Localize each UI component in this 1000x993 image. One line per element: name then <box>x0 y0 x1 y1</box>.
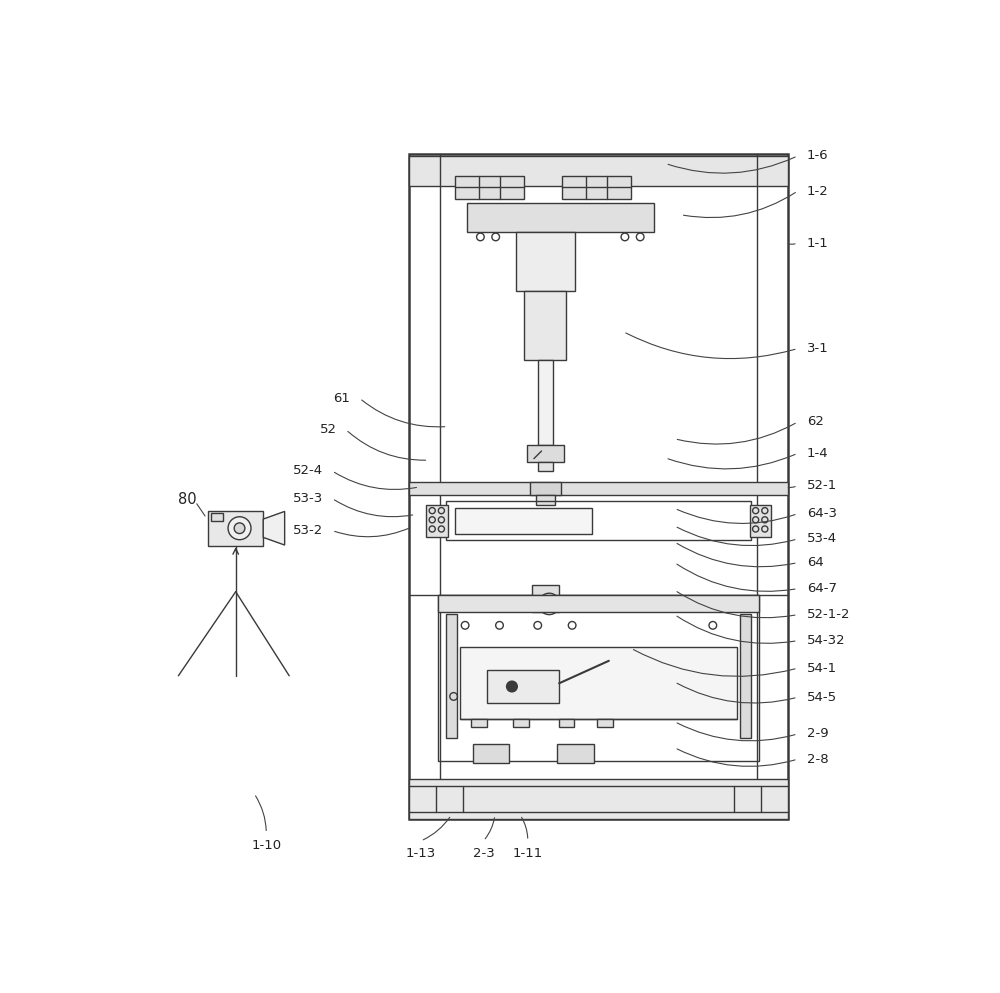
Bar <box>562 176 631 199</box>
Text: 53-3: 53-3 <box>293 492 323 504</box>
Text: 52-1-2: 52-1-2 <box>807 608 850 622</box>
Text: 52-4: 52-4 <box>293 465 323 478</box>
Bar <box>409 154 788 819</box>
Bar <box>426 504 448 536</box>
Text: 1-10: 1-10 <box>251 839 281 852</box>
Text: 2-3: 2-3 <box>473 847 494 860</box>
Bar <box>530 482 561 496</box>
Text: 1-1: 1-1 <box>807 236 829 249</box>
Text: 54-32: 54-32 <box>807 635 845 647</box>
Text: 64: 64 <box>807 556 824 569</box>
Text: 64-3: 64-3 <box>807 507 837 520</box>
Bar <box>750 504 771 536</box>
Bar <box>211 513 223 520</box>
Circle shape <box>545 600 554 609</box>
Bar <box>524 291 566 360</box>
Text: 3-1: 3-1 <box>807 342 829 355</box>
Bar <box>438 595 759 612</box>
Text: 53-2: 53-2 <box>293 524 323 537</box>
Text: 1-2: 1-2 <box>807 185 829 198</box>
Bar <box>557 744 594 763</box>
Circle shape <box>538 593 560 615</box>
Bar <box>487 670 559 703</box>
Bar <box>597 719 613 727</box>
Text: 62: 62 <box>807 415 824 428</box>
Text: 64-7: 64-7 <box>807 582 837 595</box>
Text: 54-1: 54-1 <box>807 661 837 674</box>
Bar <box>446 614 457 739</box>
Bar <box>516 232 575 291</box>
Bar <box>409 482 788 496</box>
Bar <box>438 595 759 762</box>
Bar <box>455 176 524 199</box>
Bar <box>538 360 553 445</box>
Text: 1-13: 1-13 <box>406 847 436 860</box>
Text: 1-4: 1-4 <box>807 447 828 460</box>
Bar <box>409 156 788 187</box>
Text: 52-1: 52-1 <box>807 479 837 492</box>
Circle shape <box>507 681 517 692</box>
Bar <box>536 496 555 504</box>
Bar <box>455 507 592 533</box>
Text: 1-6: 1-6 <box>807 149 828 163</box>
Bar <box>446 501 751 540</box>
Text: 54-5: 54-5 <box>807 691 837 704</box>
Bar <box>471 719 487 727</box>
Circle shape <box>234 523 245 533</box>
Bar <box>527 445 564 462</box>
Bar <box>538 462 553 471</box>
Text: 61: 61 <box>334 392 350 405</box>
Bar <box>460 646 737 719</box>
Circle shape <box>228 516 251 540</box>
Bar <box>473 744 509 763</box>
Bar <box>559 719 574 727</box>
Bar <box>208 510 263 546</box>
Bar <box>513 719 529 727</box>
Text: 52: 52 <box>320 423 337 436</box>
Bar <box>740 614 751 739</box>
Text: 53-4: 53-4 <box>807 532 837 545</box>
Bar <box>409 780 788 819</box>
Text: 2-8: 2-8 <box>807 753 828 766</box>
Bar <box>467 204 654 232</box>
Text: 80: 80 <box>178 493 196 507</box>
Polygon shape <box>263 511 285 545</box>
Bar <box>532 585 559 612</box>
Text: 2-9: 2-9 <box>807 728 828 741</box>
Text: 1-11: 1-11 <box>513 847 543 860</box>
